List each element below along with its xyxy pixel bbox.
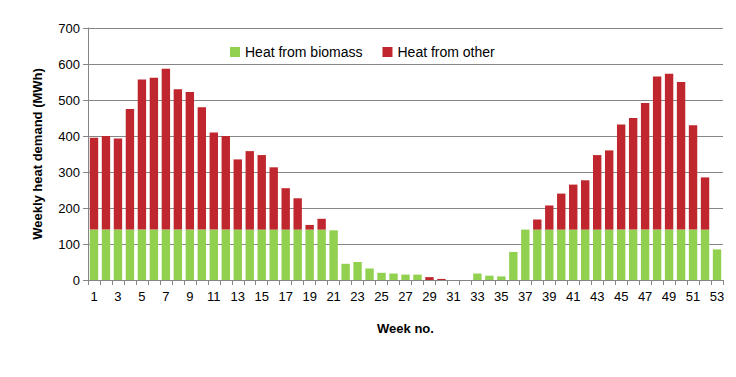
svg-text:33: 33 (470, 289, 484, 304)
svg-text:7: 7 (162, 289, 169, 304)
svg-text:15: 15 (254, 289, 268, 304)
svg-text:13: 13 (231, 289, 245, 304)
svg-text:47: 47 (638, 289, 652, 304)
svg-text:23: 23 (350, 289, 364, 304)
svg-text:31: 31 (446, 289, 460, 304)
svg-text:300: 300 (58, 165, 80, 180)
svg-text:19: 19 (302, 289, 316, 304)
svg-text:600: 600 (58, 57, 80, 72)
svg-text:100: 100 (58, 237, 80, 252)
svg-text:Heat from other: Heat from other (397, 44, 495, 60)
svg-text:700: 700 (58, 21, 80, 36)
svg-text:25: 25 (374, 289, 388, 304)
svg-text:41: 41 (566, 289, 580, 304)
svg-text:Weekly heat demand (MWh): Weekly heat demand (MWh) (30, 68, 45, 240)
svg-text:Week no.: Week no. (377, 321, 434, 336)
svg-text:500: 500 (58, 93, 80, 108)
svg-text:200: 200 (58, 201, 80, 216)
svg-text:39: 39 (542, 289, 556, 304)
svg-text:53: 53 (710, 289, 724, 304)
svg-text:45: 45 (614, 289, 628, 304)
svg-text:0: 0 (73, 273, 80, 288)
svg-text:3: 3 (114, 289, 121, 304)
svg-text:17: 17 (278, 289, 292, 304)
svg-text:21: 21 (326, 289, 340, 304)
svg-text:9: 9 (186, 289, 193, 304)
svg-text:35: 35 (494, 289, 508, 304)
svg-text:27: 27 (398, 289, 412, 304)
svg-text:Heat from biomass: Heat from biomass (245, 44, 362, 60)
svg-text:11: 11 (207, 289, 221, 304)
svg-text:5: 5 (138, 289, 145, 304)
svg-text:400: 400 (58, 129, 80, 144)
svg-text:43: 43 (590, 289, 604, 304)
svg-text:49: 49 (662, 289, 676, 304)
svg-text:1: 1 (90, 289, 97, 304)
svg-text:29: 29 (422, 289, 436, 304)
svg-text:51: 51 (686, 289, 700, 304)
svg-text:37: 37 (518, 289, 532, 304)
